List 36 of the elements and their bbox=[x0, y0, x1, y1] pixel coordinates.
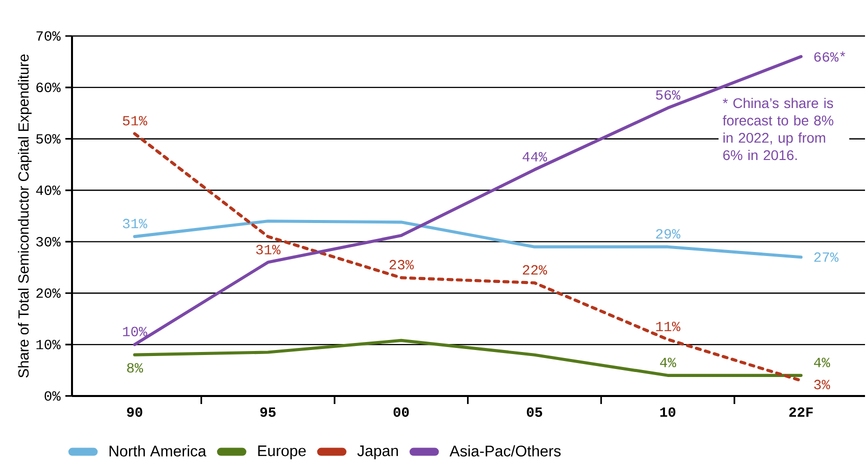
legend-label: Europe bbox=[258, 446, 306, 460]
data-label: 4% bbox=[660, 358, 676, 368]
data-label: 23% bbox=[390, 260, 414, 270]
y-tick-label: 30% bbox=[36, 236, 61, 246]
data-label: 31% bbox=[122, 218, 148, 228]
data-label: 66%* bbox=[814, 51, 846, 62]
data-label: 29% bbox=[656, 229, 680, 239]
data-label: 44% bbox=[522, 152, 548, 162]
x-tick-label: 10 bbox=[660, 407, 676, 417]
y-tick-label: 0% bbox=[44, 391, 61, 401]
data-label: 56% bbox=[656, 90, 680, 100]
legend-label: Asia-Pac/Others bbox=[450, 445, 561, 456]
x-tick-label: 05 bbox=[526, 407, 542, 417]
x-tick-label: 95 bbox=[260, 407, 276, 417]
data-label: 4% bbox=[814, 358, 830, 368]
y-tick-label: 10% bbox=[36, 340, 61, 350]
y-axis-title: Share of Total Semiconductor Capital Expenditure bbox=[18, 54, 32, 378]
y-tick-label: 40% bbox=[36, 186, 61, 196]
data-label: 11% bbox=[656, 322, 680, 332]
data-label: 10% bbox=[123, 326, 148, 336]
data-label: 8% bbox=[127, 363, 144, 373]
data-label: 31% bbox=[256, 244, 281, 254]
data-label: 3% bbox=[814, 380, 830, 390]
x-tick-label: 22F bbox=[789, 407, 813, 417]
annotation: * China’s share is forecast to be 8% in 2022, up from 6% in 2016. bbox=[722, 98, 834, 160]
data-label: 51% bbox=[122, 116, 148, 126]
y-tick-label: 70% bbox=[36, 31, 61, 41]
y-tick-label: 60% bbox=[36, 82, 61, 92]
legend-label: Japan bbox=[357, 446, 398, 460]
data-label: 22% bbox=[522, 265, 548, 275]
x-tick-label: 90 bbox=[127, 407, 142, 417]
y-tick-label: 20% bbox=[36, 288, 61, 298]
y-tick-label: 50% bbox=[36, 134, 61, 144]
data-label: 27% bbox=[814, 252, 839, 262]
legend-label: North America bbox=[110, 445, 206, 456]
x-tick-label: 00 bbox=[394, 407, 409, 417]
